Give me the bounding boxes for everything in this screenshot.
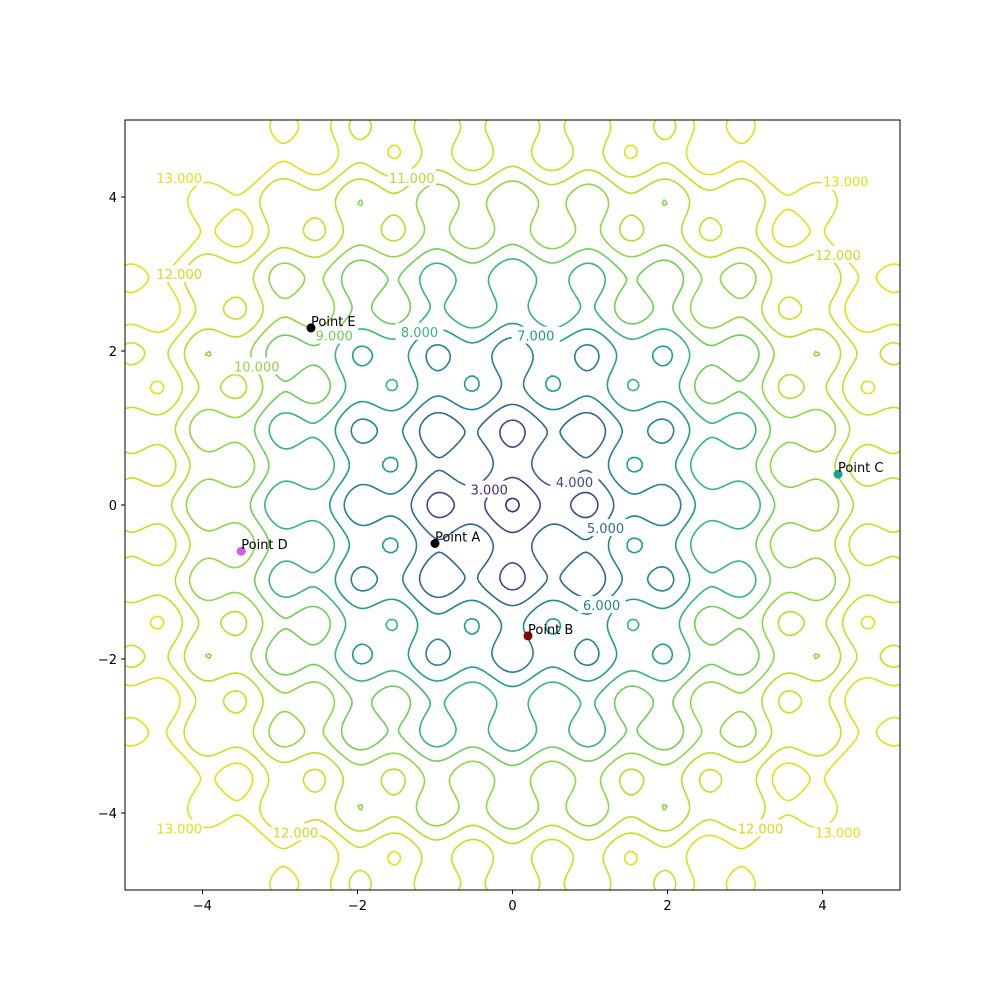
contour-label: 9.000 bbox=[316, 330, 353, 345]
y-tick-label: 2 bbox=[109, 345, 117, 360]
point-label: Point E bbox=[311, 315, 356, 330]
point-marker bbox=[523, 631, 533, 641]
y-tick-label: 0 bbox=[109, 499, 117, 514]
contour-label-bg bbox=[550, 472, 599, 490]
contour-label: 13.000 bbox=[157, 822, 203, 837]
point-marker bbox=[430, 539, 440, 548]
contour-label: 6.000 bbox=[583, 599, 620, 614]
contour-label-bg bbox=[155, 819, 204, 837]
x-tick-label: 4 bbox=[818, 899, 826, 914]
contour-label: 13.000 bbox=[157, 172, 203, 187]
contour-label: 13.000 bbox=[823, 176, 869, 191]
x-tick-label: −2 bbox=[348, 899, 367, 914]
point-label: Point C bbox=[838, 461, 884, 476]
point-marker bbox=[236, 546, 246, 556]
x-tick-label: 2 bbox=[663, 899, 671, 914]
contour-label-bg bbox=[736, 819, 785, 837]
contour-level-3 bbox=[504, 497, 521, 513]
contour-label-bg bbox=[821, 172, 870, 190]
y-tick-label: −4 bbox=[98, 807, 117, 822]
contour-label: 12.000 bbox=[273, 826, 319, 841]
y-axis-ticks: −4 −2 0 2 4 bbox=[98, 191, 125, 822]
point-marker bbox=[306, 323, 316, 333]
contour-label: 3.000 bbox=[471, 484, 508, 499]
point-label: Point D bbox=[241, 538, 287, 553]
point-label: Point A bbox=[435, 531, 480, 546]
y-tick-label: 4 bbox=[109, 191, 117, 206]
contour-label-bg bbox=[310, 326, 359, 344]
contour-label: 11.000 bbox=[389, 172, 435, 187]
x-tick-label: 0 bbox=[508, 899, 516, 914]
contour-label-bg bbox=[465, 480, 514, 498]
contour-level-6 bbox=[343, 336, 682, 674]
contour-label-bg bbox=[155, 168, 204, 186]
contour-label: 8.000 bbox=[401, 326, 438, 341]
contour-label-bg bbox=[581, 519, 630, 537]
contour-label-bg bbox=[232, 357, 281, 375]
contour-label-bg bbox=[271, 823, 320, 841]
y-tick-label: −2 bbox=[98, 653, 117, 668]
contour-label-bg bbox=[155, 265, 204, 282]
contour-label-bg bbox=[577, 596, 626, 614]
point-label: Point B bbox=[528, 623, 573, 638]
x-tick-label: −4 bbox=[193, 899, 212, 914]
contour-label-bg bbox=[395, 322, 444, 340]
contour-level-9 bbox=[249, 243, 776, 767]
contour-label-bg bbox=[387, 168, 436, 186]
contour-level-11 bbox=[170, 165, 855, 845]
contour-level-10 bbox=[185, 180, 840, 830]
contour-label: 12.000 bbox=[157, 268, 203, 283]
point-marker bbox=[833, 469, 843, 479]
contour-level-13 bbox=[125, 120, 900, 890]
x-axis-ticks: −4 −2 0 2 4 bbox=[193, 890, 827, 914]
marked-points: Point A Point B Point C Point D Point E bbox=[236, 315, 884, 641]
contour-label: 12.000 bbox=[815, 249, 861, 264]
contour-label: 12.000 bbox=[738, 822, 784, 837]
contour-label: 5.000 bbox=[587, 522, 624, 537]
contour-label: 7.000 bbox=[517, 330, 554, 345]
contour-labels: 3.000 4.000 5.000 6.000 7.000 8.000 9.000 10.00… bbox=[155, 168, 870, 841]
contour-label-bg bbox=[814, 245, 862, 263]
contour-level-12 bbox=[125, 120, 900, 890]
contour-label-bg bbox=[511, 326, 560, 344]
contour-label: 4.000 bbox=[556, 476, 593, 491]
contour-label: 10.000 bbox=[234, 360, 280, 375]
contour-label-bg bbox=[814, 823, 862, 841]
contour-label: 13.000 bbox=[815, 826, 861, 841]
